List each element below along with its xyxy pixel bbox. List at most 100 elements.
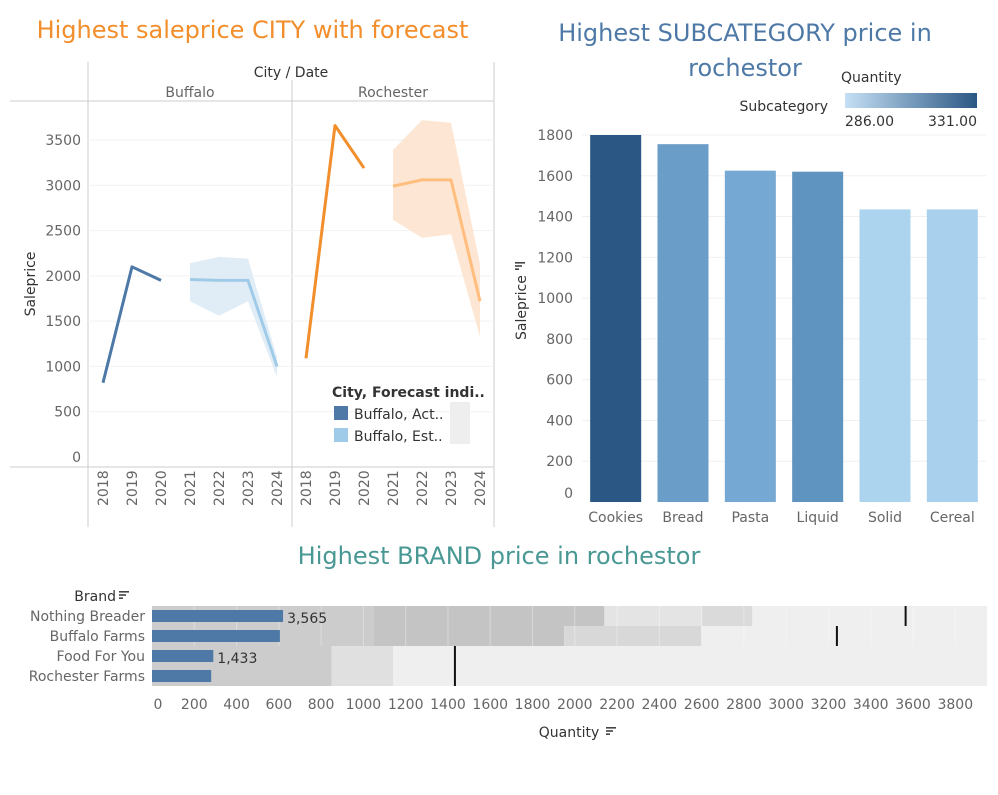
color-legend-title: Quantity <box>841 70 902 86</box>
x-tick-label: 2020 <box>154 470 170 506</box>
bar-cookies <box>590 135 642 502</box>
x-sort-icon-stroke <box>606 730 613 732</box>
x-tick-label: 0 <box>154 697 163 713</box>
brand-chart-title: Highest BRAND price in rochestor <box>297 542 701 570</box>
y-sort-icon-stroke <box>515 262 525 264</box>
band-segment <box>392 666 988 686</box>
y-tick-label: 1000 <box>537 291 573 307</box>
x-tick-label: 2800 <box>726 697 762 713</box>
series-line-buffalo-estimate <box>189 277 279 367</box>
legend-item-label: Buffalo, Est.. <box>354 429 443 445</box>
band-segment <box>752 606 987 626</box>
y-tick-label: 1400 <box>537 210 573 226</box>
x-tick-label: 2023 <box>241 470 257 506</box>
x-tick-label: 800 <box>308 697 335 713</box>
y-tick-label: 400 <box>546 413 573 429</box>
x-sort-icon-stroke <box>606 727 616 729</box>
x-tick-label: 1000 <box>346 697 382 713</box>
bar-liquid <box>792 171 844 502</box>
x-tick-label: 2024 <box>270 470 286 506</box>
x-tick-label: Liquid <box>797 510 839 526</box>
data-label: 3,565 <box>287 611 327 627</box>
legend-swatch <box>334 428 348 442</box>
row-label: Rochester Farms <box>29 669 145 685</box>
forecast-band-buffalo <box>190 256 277 378</box>
x-tick-label: 400 <box>223 697 250 713</box>
series-line-buffalo-actual <box>101 265 162 384</box>
brand-bar <box>152 670 212 682</box>
color-legend-min: 286.00 <box>845 114 894 130</box>
y-tick-label: 3000 <box>45 178 81 194</box>
x-tick-label: Cereal <box>930 510 975 526</box>
series-line-rochester-estimate <box>392 178 482 302</box>
y-tick-label: 800 <box>546 332 573 348</box>
y-tick-label: 2500 <box>45 224 81 240</box>
x-tick-label: 2000 <box>557 697 593 713</box>
panel-label-rochester: Rochester <box>358 85 428 101</box>
bar-pasta <box>724 170 776 503</box>
legend-swatch <box>334 406 348 420</box>
x-tick-label: 3000 <box>768 697 804 713</box>
legend-title: City, Forecast indi.. <box>332 385 485 401</box>
x-tick-label: 200 <box>181 697 208 713</box>
data-label: 1,433 <box>217 651 257 667</box>
x-tick-label: Bread <box>662 510 703 526</box>
band-segment <box>564 626 702 646</box>
brand-bar <box>152 610 284 622</box>
x-tick-label: 2024 <box>473 470 489 506</box>
band-segment <box>604 606 702 626</box>
x-tick-label: 2022 <box>212 470 228 506</box>
column-header: City / Date <box>254 65 329 81</box>
panel-label-buffalo: Buffalo <box>165 85 214 101</box>
x-tick-label: 600 <box>265 697 292 713</box>
row-label: Nothing Breader <box>30 609 145 625</box>
x-tick-label: 2019 <box>328 470 344 506</box>
x-tick-label: 3600 <box>895 697 931 713</box>
x-tick-label: 2021 <box>183 470 199 506</box>
row-label: Buffalo Farms <box>50 629 145 645</box>
band-segment <box>701 626 987 646</box>
y-tick-label: 1500 <box>45 314 81 330</box>
x-tick-label: Solid <box>868 510 902 526</box>
y-tick-label: 1200 <box>537 250 573 266</box>
x-axis-header: Subcategory <box>739 99 828 115</box>
y-tick-label: 0 <box>72 450 81 466</box>
x-tick-label: 1200 <box>388 697 424 713</box>
y-tick-label: 1600 <box>537 169 573 185</box>
y-tick-label: 0 <box>564 486 573 502</box>
row-sort-icon-stroke <box>119 591 129 593</box>
x-tick-label: 3200 <box>811 697 847 713</box>
row-sort-icon <box>119 591 129 599</box>
y-axis-label: Saleprice <box>23 252 39 317</box>
subcategory-chart-title: Highest SUBCATEGORY price in rochestor <box>558 19 932 82</box>
y-sort-icon-stroke <box>515 268 519 270</box>
bar-bread <box>657 144 709 503</box>
row-sort-icon-stroke <box>119 597 123 599</box>
x-tick-label: 2200 <box>599 697 635 713</box>
x-tick-label: 2600 <box>684 697 720 713</box>
x-tick-label: 1800 <box>515 697 551 713</box>
band-segment <box>701 606 753 626</box>
x-tick-label: 2018 <box>299 470 315 506</box>
forecast-band-rochester <box>393 120 480 337</box>
y-tick-label: 1000 <box>45 359 81 375</box>
y-tick-label: 3500 <box>45 133 81 149</box>
band-segment <box>331 666 393 686</box>
x-tick-label: Pasta <box>731 510 769 526</box>
band-segment <box>331 646 393 666</box>
x-tick-label: 2022 <box>415 470 431 506</box>
x-tick-label: 2019 <box>125 470 141 506</box>
x-tick-label: Cookies <box>588 510 643 526</box>
y-tick-label: 600 <box>546 373 573 389</box>
x-axis-label: Quantity <box>539 725 600 741</box>
row-sort-icon-stroke <box>119 594 126 596</box>
x-tick-label: 2400 <box>642 697 678 713</box>
y-tick-label: 500 <box>54 405 81 421</box>
color-legend-max: 331.00 <box>928 114 977 130</box>
row-label: Food For You <box>57 649 145 665</box>
x-sort-icon <box>606 727 616 735</box>
color-legend-ramp <box>845 93 977 108</box>
x-tick-label: 1400 <box>430 697 466 713</box>
brand-bar <box>152 650 214 662</box>
